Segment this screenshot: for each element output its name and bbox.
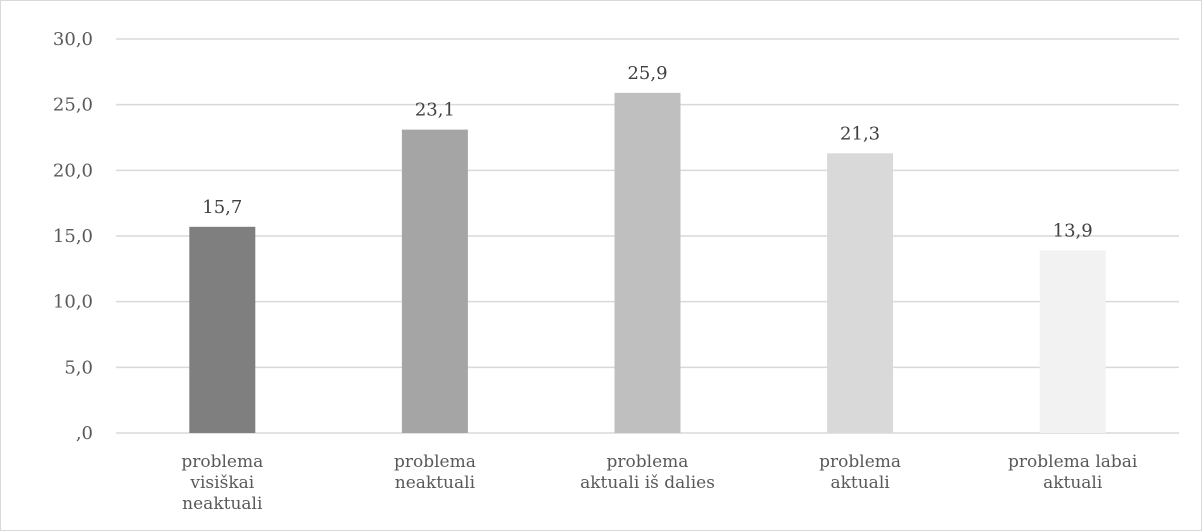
- x-category-label: problema neaktuali: [394, 452, 476, 493]
- bar: [827, 153, 894, 433]
- y-tick-label: 30,0: [53, 29, 93, 50]
- x-category-line: problema: [607, 452, 689, 472]
- data-label: 13,9: [1053, 220, 1093, 241]
- x-category-line: aktuali: [830, 473, 890, 493]
- x-category-line: aktuali iš dalies: [580, 473, 715, 493]
- data-labels: 15,7 23,1 25,9 21,3 13,9: [202, 63, 1092, 242]
- x-category-line: neaktuali: [182, 494, 263, 514]
- x-category-line: aktuali: [1043, 473, 1103, 493]
- x-category-line: problema: [394, 452, 476, 472]
- y-tick-label: 15,0: [53, 226, 93, 247]
- y-tick-label: 10,0: [53, 292, 93, 313]
- bar: [401, 129, 468, 433]
- x-category-label: problema aktuali: [819, 452, 901, 493]
- bar: [614, 92, 681, 433]
- x-category-line: problema: [819, 452, 901, 472]
- bar: [1039, 250, 1106, 433]
- data-label: 15,7: [202, 197, 242, 218]
- x-category-label: problema visiškai neaktuali: [181, 452, 263, 514]
- x-category-line: neaktuali: [395, 473, 476, 493]
- y-axis-ticks: ,0 5,0 10,0 15,0 20,0 25,0 30,0: [53, 29, 93, 444]
- y-tick-label: 20,0: [53, 160, 93, 181]
- x-category-label: problema aktuali iš dalies: [580, 452, 715, 493]
- y-tick-label: ,0: [76, 423, 93, 444]
- x-category-line: problema: [181, 452, 263, 472]
- x-category-label: problema labai aktuali: [1008, 452, 1138, 493]
- data-label: 21,3: [840, 123, 880, 144]
- bars: [189, 92, 1106, 433]
- y-tick-label: 5,0: [64, 357, 93, 378]
- y-tick-label: 25,0: [53, 95, 93, 116]
- data-label: 25,9: [627, 63, 667, 84]
- bar: [189, 226, 256, 433]
- data-label: 23,1: [415, 100, 455, 121]
- x-category-line: visiškai: [189, 473, 254, 493]
- x-category-line: problema labai: [1008, 452, 1138, 472]
